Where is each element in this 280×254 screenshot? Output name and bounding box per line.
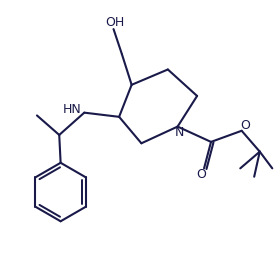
Text: O: O xyxy=(240,119,250,132)
Text: OH: OH xyxy=(105,16,125,29)
Text: N: N xyxy=(175,126,185,139)
Text: O: O xyxy=(196,168,206,181)
Text: HN: HN xyxy=(63,103,82,116)
